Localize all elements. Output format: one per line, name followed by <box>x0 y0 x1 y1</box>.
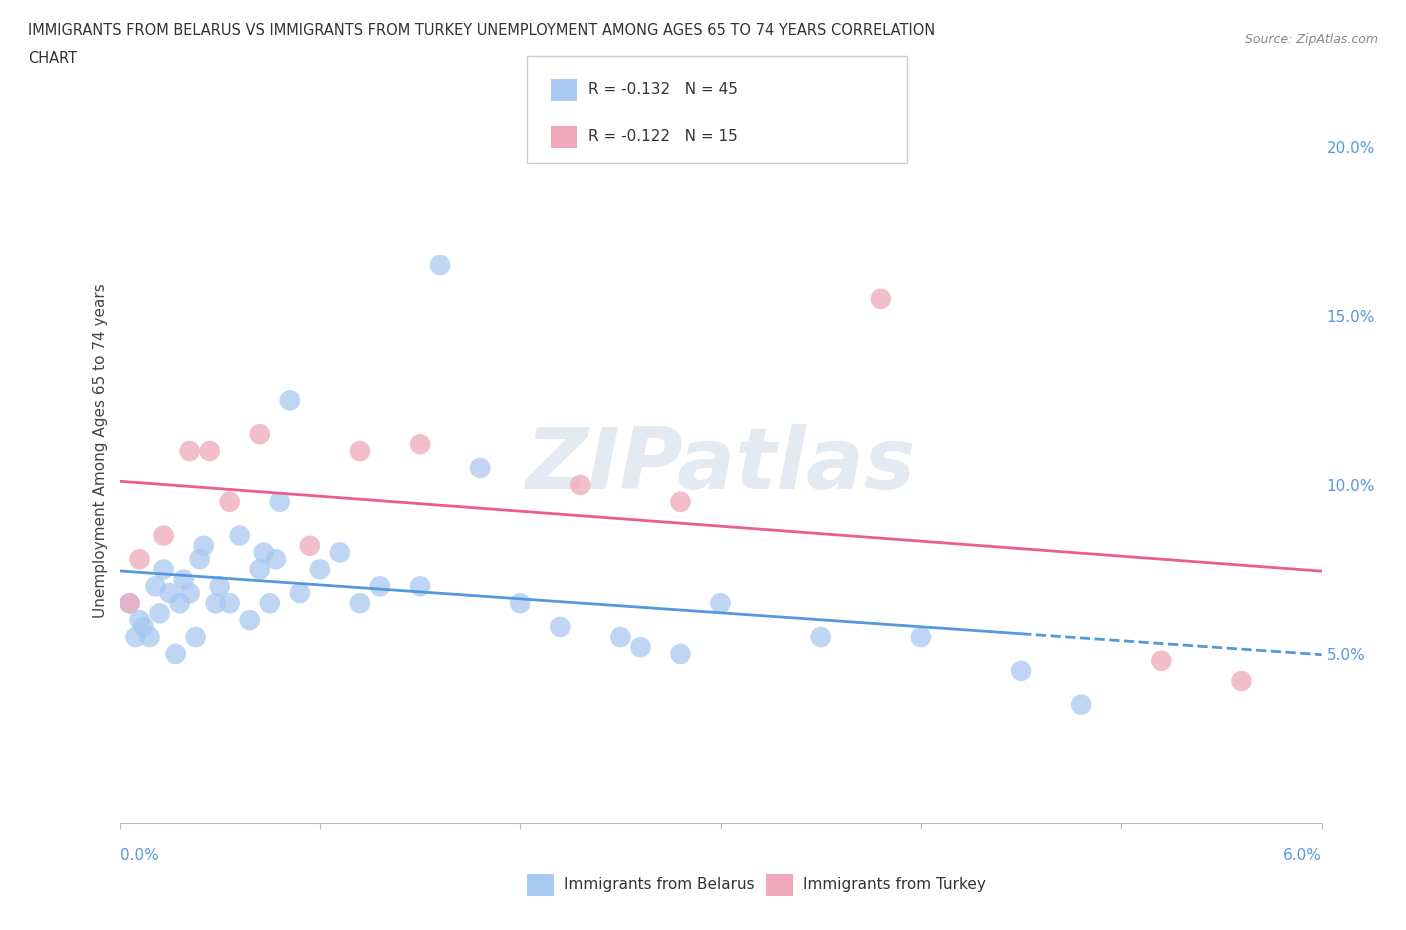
Point <box>218 495 240 510</box>
Point <box>468 460 492 475</box>
Point <box>869 291 891 306</box>
Point <box>128 613 150 628</box>
Point <box>1150 653 1173 668</box>
Point <box>169 596 191 611</box>
Point <box>288 586 311 601</box>
Point <box>149 606 172 621</box>
Text: CHART: CHART <box>28 51 77 66</box>
Text: 0.0%: 0.0% <box>120 848 159 863</box>
Point <box>184 630 207 644</box>
Point <box>179 444 201 458</box>
Point <box>308 562 332 577</box>
Text: Immigrants from Belarus: Immigrants from Belarus <box>564 877 755 892</box>
Point <box>159 586 181 601</box>
Point <box>124 630 146 644</box>
Point <box>628 640 651 655</box>
Point <box>669 495 692 510</box>
Point <box>409 437 432 452</box>
Point <box>138 630 160 644</box>
Point <box>349 444 371 458</box>
Point <box>118 596 141 611</box>
Point <box>165 646 187 661</box>
Point <box>278 392 301 407</box>
Point <box>193 538 215 553</box>
Point <box>264 551 287 566</box>
Point <box>173 572 195 587</box>
Point <box>253 545 276 560</box>
Point <box>609 630 631 644</box>
Point <box>198 444 221 458</box>
Point <box>152 528 174 543</box>
Point <box>204 596 226 611</box>
Point <box>810 630 832 644</box>
Point <box>349 596 371 611</box>
Point <box>132 619 155 634</box>
Point <box>228 528 250 543</box>
Point <box>429 258 451 272</box>
Point <box>128 551 150 566</box>
Point <box>329 545 352 560</box>
Point <box>910 630 932 644</box>
Point <box>145 578 167 593</box>
Text: Immigrants from Turkey: Immigrants from Turkey <box>803 877 986 892</box>
Point <box>669 646 692 661</box>
Point <box>509 596 531 611</box>
Point <box>269 495 291 510</box>
Point <box>1010 663 1032 678</box>
Text: ZIPatlas: ZIPatlas <box>526 424 915 508</box>
Y-axis label: Unemployment Among Ages 65 to 74 years: Unemployment Among Ages 65 to 74 years <box>93 284 108 618</box>
Text: R = -0.122   N = 15: R = -0.122 N = 15 <box>588 129 738 144</box>
Point <box>118 596 141 611</box>
Point <box>179 586 201 601</box>
Text: R = -0.132   N = 45: R = -0.132 N = 45 <box>588 82 738 97</box>
Point <box>239 613 262 628</box>
Point <box>1070 698 1092 712</box>
Point <box>368 578 391 593</box>
Text: 6.0%: 6.0% <box>1282 848 1322 863</box>
Point <box>548 619 571 634</box>
Point <box>409 578 432 593</box>
Point <box>569 477 592 492</box>
Point <box>218 596 240 611</box>
Point <box>1230 673 1253 688</box>
Point <box>259 596 281 611</box>
Point <box>208 578 231 593</box>
Point <box>709 596 731 611</box>
Point <box>298 538 321 553</box>
Text: IMMIGRANTS FROM BELARUS VS IMMIGRANTS FROM TURKEY UNEMPLOYMENT AMONG AGES 65 TO : IMMIGRANTS FROM BELARUS VS IMMIGRANTS FR… <box>28 23 935 38</box>
Point <box>249 427 271 442</box>
Point <box>188 551 211 566</box>
Text: Source: ZipAtlas.com: Source: ZipAtlas.com <box>1244 33 1378 46</box>
Point <box>249 562 271 577</box>
Point <box>152 562 174 577</box>
